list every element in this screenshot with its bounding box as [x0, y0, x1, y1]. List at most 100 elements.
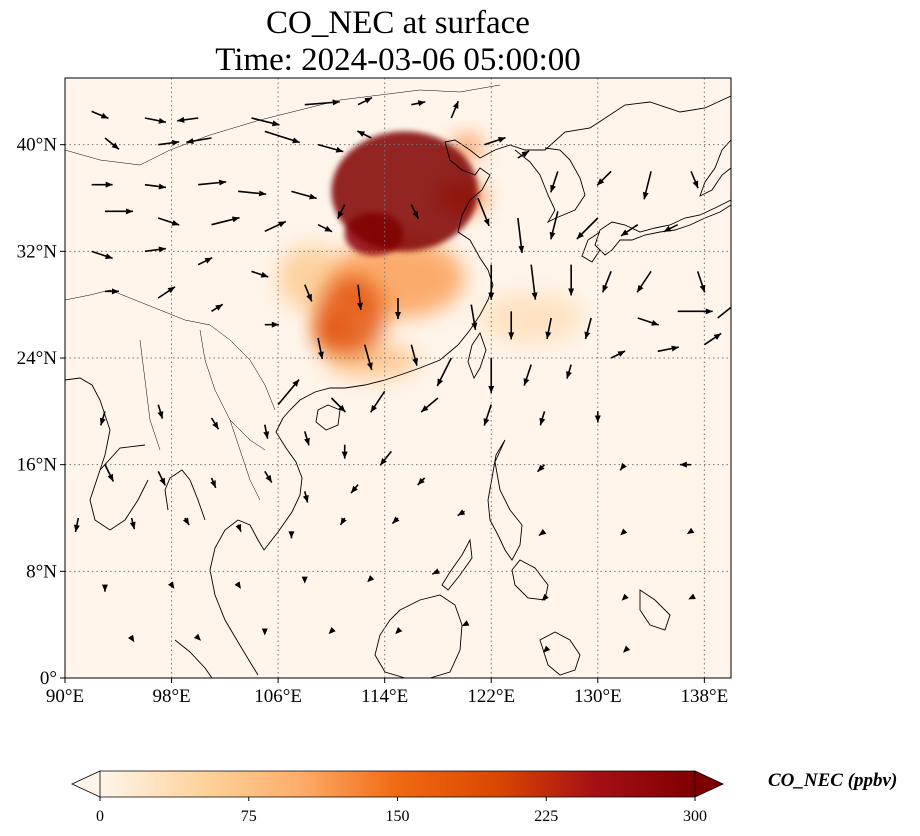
colorbar-extend-min [71, 770, 101, 798]
latitude-tick-label: 16°N [17, 455, 58, 476]
wind-arrow [177, 116, 199, 123]
wind-arrow [620, 528, 628, 536]
wind-arrow [303, 431, 310, 446]
wind-arrow [182, 517, 190, 526]
wind-arrow [337, 204, 346, 220]
co-plume [318, 275, 385, 356]
wind-arrow [91, 110, 109, 120]
latitude-tick-label: 24°N [17, 348, 58, 369]
longitude-tick-label: 90°E [46, 686, 84, 707]
latitude-ticks: 0° 8°N 16°N 24°N 32°N 40°N [17, 135, 65, 689]
wind-arrow [330, 397, 346, 413]
wind-arrow [350, 484, 359, 494]
wind-arrow [601, 271, 612, 293]
wind-arrow [264, 130, 301, 144]
wind-arrow [370, 390, 386, 413]
wind-arrow [395, 298, 401, 319]
wind-arrow [436, 357, 452, 387]
colorbar-tick-label: 300 [683, 808, 707, 825]
wind-arrow [235, 524, 242, 532]
wind-arrow [264, 321, 279, 328]
wind-arrow [549, 211, 559, 240]
colorbar: 0 75 150 225 300 [71, 770, 724, 825]
longitude-ticks: 90°E 98°E 106°E 114°E 122°E 130°E 138°E [46, 678, 728, 707]
longitude-tick-label: 138°E [681, 686, 729, 707]
wind-arrow [686, 527, 695, 535]
wind-arrow [288, 531, 295, 539]
wind-arrow [461, 620, 470, 627]
colorbar-gradient [100, 771, 695, 797]
wind-arrow [619, 462, 627, 471]
wind-arrow [104, 288, 119, 295]
wind-arrow [411, 100, 426, 107]
wind-arrow [594, 411, 601, 423]
wind-arrow [264, 470, 273, 483]
wind-arrow [251, 270, 269, 278]
wind-arrow [690, 171, 699, 189]
wind-arrow [679, 461, 692, 468]
wind-arrow [304, 99, 340, 106]
wind-arrow [157, 470, 166, 486]
wind-arrow [301, 576, 308, 584]
wind-arrow [211, 303, 224, 313]
wind-arrow [91, 250, 113, 260]
wind-arrow [391, 516, 400, 525]
longitude-tick-label: 122°E [467, 686, 515, 707]
wind-arrow [328, 627, 336, 635]
wind-arrow [530, 264, 538, 300]
wind-arrow [677, 308, 713, 315]
wind-arrow [104, 137, 120, 150]
wind-arrow [277, 378, 300, 406]
map-gridlines [65, 78, 731, 678]
wind-arrow [193, 633, 201, 641]
wind-arrow [410, 204, 420, 220]
wind-arrow [357, 96, 373, 106]
wind-arrow [541, 593, 549, 601]
wind-arrow [73, 517, 80, 533]
wind-arrow [317, 337, 324, 360]
colorbar-tick-label: 225 [534, 808, 558, 825]
wind-arrow [688, 593, 696, 600]
wind-arrow [450, 100, 460, 119]
wind-arrow [363, 344, 373, 371]
wind-arrow [477, 197, 490, 227]
latitude-tick-label: 0° [40, 668, 57, 689]
wind-arrow [703, 332, 722, 346]
wind-arrow [484, 136, 506, 146]
longitude-tick-label: 98°E [152, 686, 190, 707]
co-concentration-field [278, 131, 585, 380]
wind-arrow [663, 223, 679, 233]
wind-arrow [536, 464, 546, 473]
co-plume [477, 291, 585, 345]
wind-arrow [251, 117, 280, 127]
wind-arrow [157, 404, 164, 419]
wind-arrow [545, 317, 552, 340]
wind-arrow [543, 645, 551, 653]
wind-arrow [211, 216, 240, 226]
wind-arrow [304, 284, 313, 302]
wind-arrow [264, 220, 287, 233]
wind-arrow [91, 181, 113, 188]
wind-arrow [636, 270, 652, 293]
wind-arrow [144, 246, 167, 253]
colorbar-extend-max [694, 770, 724, 798]
wind-arrow [623, 645, 631, 653]
colorbar-title: CO_NEC (ppbv) [768, 770, 898, 791]
wind-arrow [488, 358, 495, 393]
wind-arrow [657, 345, 679, 353]
wind-arrow [417, 477, 426, 486]
wind-arrow [99, 411, 106, 426]
wind-arrow [157, 286, 176, 299]
wind-arrow [357, 130, 372, 139]
wind-arrow [420, 397, 439, 413]
wind-arrow [395, 627, 403, 635]
latitude-tick-label: 32°N [17, 241, 58, 262]
wind-arrow [642, 171, 652, 200]
wind-arrow [128, 634, 135, 643]
map-title: CO_NEC at surface [266, 5, 530, 41]
wind-arrow [157, 217, 180, 226]
map-time-subtitle: Time: 2024-03-06 05:00:00 [215, 42, 581, 78]
wind-arrow [637, 317, 660, 326]
colorbar-tick-label: 75 [241, 808, 257, 825]
